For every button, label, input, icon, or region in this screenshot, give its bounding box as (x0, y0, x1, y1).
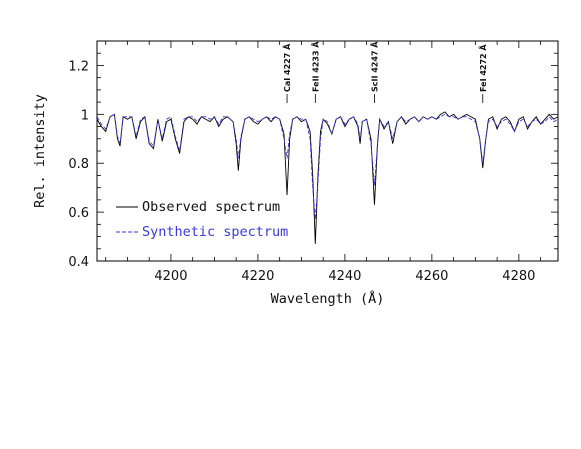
line-label: CaI 4227 Å (282, 43, 292, 92)
x-tick-label: 4260 (415, 269, 448, 284)
x-tick-label: 4200 (154, 269, 187, 284)
x-tick-label: 4220 (241, 269, 274, 284)
line-label: FeI 4272 Å (478, 44, 488, 92)
line-label: ScII 4247 Å (369, 41, 379, 92)
y-tick-label: 0.4 (68, 255, 89, 270)
legend-observed-label: Observed spectrum (142, 199, 280, 215)
y-tick-label: 0.6 (68, 206, 89, 221)
synthetic-spectrum-line (96, 113, 559, 220)
legend-synthetic-label: Synthetic spectrum (142, 224, 288, 240)
x-axis-label: Wavelength (Å) (271, 290, 385, 307)
y-axis-label: Rel. intensity (32, 94, 48, 208)
line-label: FeII 4233 Å (310, 41, 320, 92)
x-tick-label: 4280 (502, 269, 535, 284)
y-tick-label: 0.8 (68, 157, 89, 172)
x-tick-label: 4240 (328, 269, 361, 284)
y-tick-label: 1 (81, 108, 89, 123)
y-tick-label: 1.2 (68, 59, 89, 74)
